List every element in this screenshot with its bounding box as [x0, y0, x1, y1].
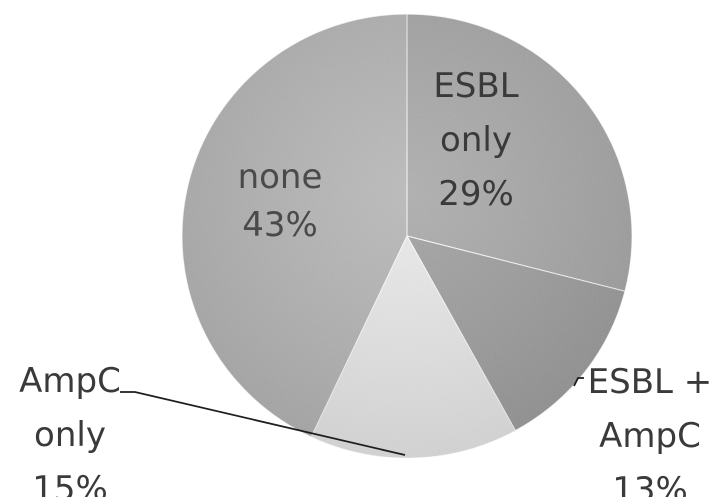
slice-label-esbl-only: ESBL only 29% — [433, 66, 518, 214]
leader-line-esbl-ampc — [573, 377, 584, 387]
leader-line-ampc-only — [120, 391, 406, 456]
slice-labels: ESBL only 29% ESBL + AmpC 13% AmpC only 15% none 4… — [19, 66, 712, 497]
pie-shading — [182, 14, 632, 458]
slice-label-none: none 43% — [238, 157, 323, 245]
slice-label-ampc-only: AmpC only 15% — [19, 361, 121, 497]
leader-lines — [120, 377, 584, 456]
slice-label-esbl-ampc: ESBL + AmpC 13% — [588, 362, 712, 497]
